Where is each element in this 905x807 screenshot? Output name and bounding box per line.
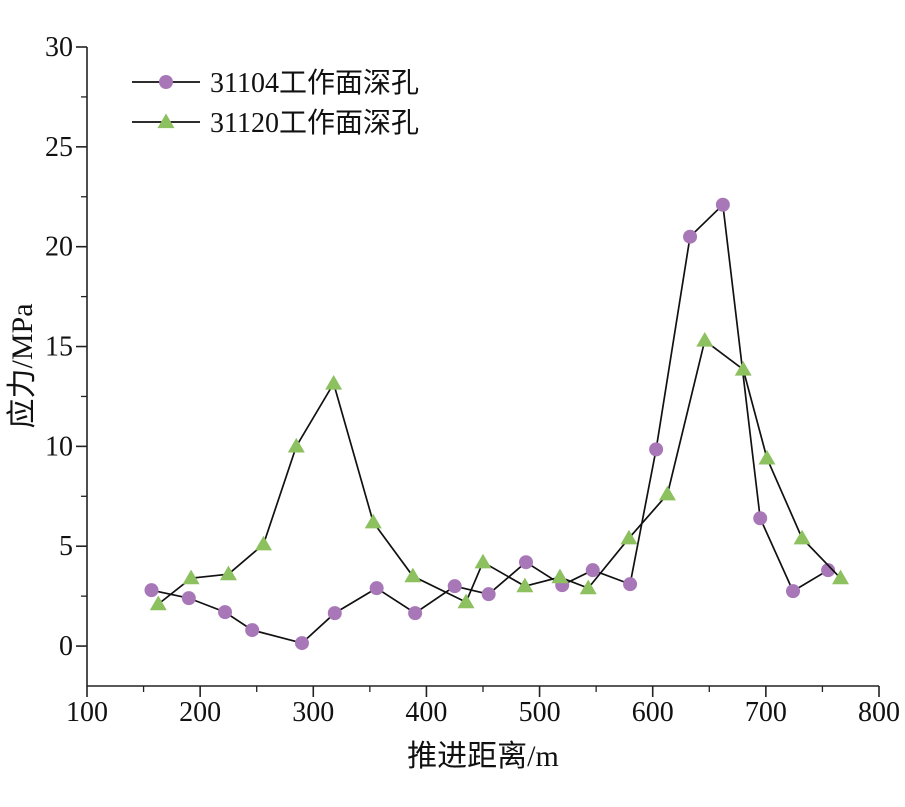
- data-point: [753, 511, 768, 526]
- legend-entry: 31120工作面深孔: [132, 107, 419, 139]
- series-line: [151, 202, 829, 645]
- data-point: [404, 567, 422, 583]
- data-point: [658, 485, 676, 501]
- legend: 31104工作面深孔 31120工作面深孔: [132, 67, 419, 139]
- legend-label: 31104工作面深孔: [210, 67, 419, 99]
- x-tick-label: 600: [632, 697, 674, 728]
- data-point: [821, 563, 836, 578]
- data-point: [579, 579, 597, 595]
- data-point: [408, 606, 423, 621]
- data-point: [457, 593, 475, 609]
- data-point: [245, 623, 260, 638]
- legend-label: 31120工作面深孔: [210, 107, 419, 139]
- data-point: [832, 569, 850, 585]
- y-axis-label: 应力/MPa: [6, 303, 39, 428]
- data-point: [218, 605, 233, 620]
- data-point: [793, 529, 811, 545]
- x-tick-label: 200: [179, 697, 221, 728]
- data-point: [294, 636, 309, 651]
- data-point: [620, 529, 638, 545]
- data-point: [182, 569, 200, 585]
- legend-marker: [157, 113, 175, 129]
- data-point: [623, 577, 638, 592]
- data-point: [447, 579, 462, 594]
- data-point: [551, 568, 569, 584]
- y-tick-label: 20: [45, 232, 73, 263]
- y-tick-label: 30: [45, 32, 73, 63]
- series-1: [144, 197, 836, 651]
- data-point: [715, 197, 730, 212]
- data-point: [327, 606, 342, 621]
- axes: 0 5 10 15 20 25 30 100 200 300 400 500 600 700 800: [45, 32, 900, 728]
- data-point: [758, 449, 776, 465]
- data-point: [181, 591, 196, 606]
- legend-marker: [159, 75, 173, 89]
- y-tick-label: 10: [45, 431, 73, 462]
- series-line: [157, 339, 842, 605]
- data-point: [369, 581, 384, 596]
- data-point: [474, 553, 492, 569]
- data-point: [325, 374, 343, 390]
- x-tick-label: 300: [292, 697, 334, 728]
- series-group: [144, 197, 850, 651]
- series-2: [149, 332, 850, 611]
- data-point: [518, 555, 533, 570]
- data-point: [649, 442, 664, 457]
- data-point: [516, 577, 534, 593]
- data-point: [734, 360, 752, 376]
- y-tick-label: 0: [59, 631, 73, 662]
- x-axis-label: 推进距离/m: [407, 740, 559, 773]
- data-point: [696, 332, 714, 347]
- data-point: [364, 513, 382, 529]
- data-point: [255, 535, 273, 551]
- data-point: [144, 583, 159, 598]
- data-point: [585, 563, 600, 578]
- legend-entry: 31104工作面深孔: [132, 67, 419, 99]
- x-tick-label: 700: [745, 697, 787, 728]
- x-tick-label: 400: [405, 697, 447, 728]
- data-point: [786, 584, 801, 599]
- y-tick-label: 15: [45, 332, 73, 363]
- data-point: [481, 587, 496, 602]
- y-tick-label: 25: [45, 132, 73, 163]
- data-point: [219, 565, 237, 581]
- data-point: [287, 437, 305, 453]
- y-tick-label: 5: [59, 531, 73, 562]
- data-point: [149, 595, 167, 611]
- x-tick-label: 100: [66, 697, 108, 728]
- data-point: [683, 229, 698, 244]
- x-tick-label: 500: [519, 697, 561, 728]
- x-tick-label: 800: [858, 697, 900, 728]
